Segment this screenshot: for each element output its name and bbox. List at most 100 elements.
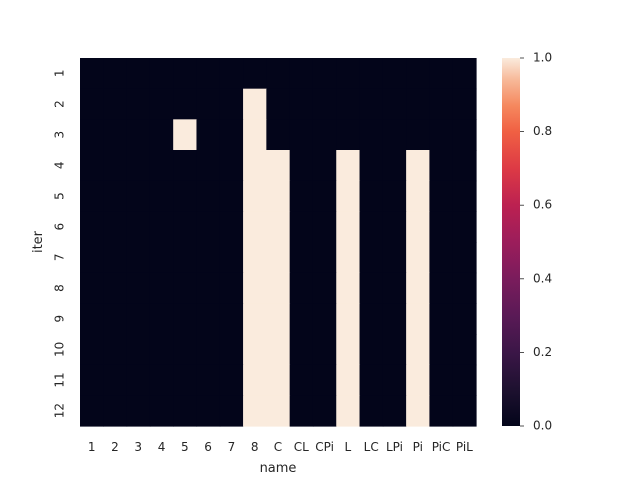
heatmap-cell <box>126 180 151 212</box>
heatmap-cell <box>429 150 454 182</box>
heatmap-cell <box>196 180 221 212</box>
heatmap-cell <box>312 334 337 366</box>
heatmap-cell <box>359 303 384 335</box>
heatmap-cell <box>126 88 151 120</box>
heatmap-cell <box>266 272 291 304</box>
y-tick-label: 7 <box>53 254 67 262</box>
heatmap-cell <box>173 211 198 243</box>
heatmap-cell <box>196 88 221 120</box>
heatmap-cell <box>149 180 174 212</box>
heatmap-cell <box>149 58 174 90</box>
heatmap-cell <box>126 211 151 243</box>
heatmap-cell <box>289 242 314 274</box>
heatmap-cell <box>243 272 267 304</box>
heatmap-cell <box>126 334 151 366</box>
heatmap-cell <box>429 303 454 335</box>
heatmap-cell <box>219 119 244 151</box>
heatmap-cell <box>126 364 151 396</box>
heatmap-cell <box>382 150 407 182</box>
heatmap-cell <box>103 58 128 90</box>
heatmap-cell <box>289 150 314 182</box>
heatmap-cell <box>406 303 431 335</box>
heatmap-cell <box>452 88 477 120</box>
heatmap-cell <box>173 334 198 366</box>
heatmap-cell <box>312 395 337 427</box>
heatmap-cell <box>126 242 151 274</box>
heatmap-cell <box>173 395 198 427</box>
heatmap-cell <box>219 303 244 335</box>
heatmap-cell <box>382 303 407 335</box>
heatmap-cell <box>452 334 477 366</box>
heatmap-cell <box>289 211 314 243</box>
heatmap-cell <box>429 364 454 396</box>
x-tick-label: L <box>345 440 352 454</box>
heatmap-cell <box>452 303 477 335</box>
heatmap-cell <box>266 242 291 274</box>
heatmap-cell <box>289 88 314 120</box>
heatmap-cell <box>289 334 314 366</box>
heatmap-cell <box>406 180 431 212</box>
y-tick-label: 6 <box>53 223 67 231</box>
x-tick-label: 8 <box>251 440 259 454</box>
heatmap-cell <box>103 364 128 396</box>
x-tick-label: 2 <box>111 440 119 454</box>
heatmap-cell <box>266 364 291 396</box>
heatmap-cell <box>382 334 407 366</box>
heatmap-cell <box>429 272 454 304</box>
heatmap-cell <box>359 119 384 151</box>
heatmap-cell <box>80 211 104 243</box>
y-tick-label: 11 <box>53 372 67 387</box>
heatmap-cell <box>289 180 314 212</box>
heatmap-cell <box>103 88 128 120</box>
heatmap-cell <box>452 395 477 427</box>
heatmap-cell <box>103 119 128 151</box>
heatmap-cell <box>196 119 221 151</box>
heatmap-cell <box>243 211 267 243</box>
heatmap-cell <box>149 395 174 427</box>
heatmap-cell <box>382 272 407 304</box>
heatmap-cell <box>196 150 221 182</box>
heatmap-cell <box>452 150 477 182</box>
heatmap-cell <box>266 211 291 243</box>
heatmap-cell <box>289 58 314 90</box>
heatmap-cell <box>103 272 128 304</box>
heatmap-cell <box>103 180 128 212</box>
heatmap-cell <box>312 242 337 274</box>
heatmap-cell <box>382 211 407 243</box>
heatmap-cell <box>312 272 337 304</box>
heatmap-cell <box>103 150 128 182</box>
heatmap-cell <box>452 364 477 396</box>
heatmap-cell <box>196 58 221 90</box>
heatmap-cell <box>429 334 454 366</box>
heatmap-cell <box>196 242 221 274</box>
heatmap-cell <box>336 272 361 304</box>
colorbar-tick-label: 1.0 <box>533 51 552 65</box>
y-axis-label: iter <box>31 230 46 253</box>
heatmap-cell <box>196 395 221 427</box>
colorbar <box>502 58 520 426</box>
heatmap-cell <box>219 242 244 274</box>
heatmap-cell <box>80 364 104 396</box>
heatmap-cell <box>126 395 151 427</box>
heatmap-cell <box>149 242 174 274</box>
heatmap-cell <box>196 303 221 335</box>
heatmap-cell <box>243 180 267 212</box>
heatmap-cell <box>429 88 454 120</box>
x-tick-label: PiC <box>432 440 451 454</box>
heatmap-cell <box>219 150 244 182</box>
heatmap-cell <box>406 58 431 90</box>
heatmap-cell <box>266 303 291 335</box>
heatmap-cell <box>196 211 221 243</box>
y-tick-label: 9 <box>53 315 67 323</box>
heatmap-cell <box>219 334 244 366</box>
heatmap-cell <box>103 211 128 243</box>
heatmap-cell <box>219 211 244 243</box>
heatmap-cell <box>406 272 431 304</box>
heatmap-cell <box>266 58 291 90</box>
heatmap-cell <box>173 364 198 396</box>
heatmap-cell <box>336 150 361 182</box>
heatmap-cell <box>80 150 104 182</box>
heatmap-cell <box>266 150 291 182</box>
x-tick-labels: 1 2 3 4 5 6 7 8 C CL CPi L LC LPi Pi PiC PiL <box>88 440 473 454</box>
heatmap-cell <box>359 334 384 366</box>
